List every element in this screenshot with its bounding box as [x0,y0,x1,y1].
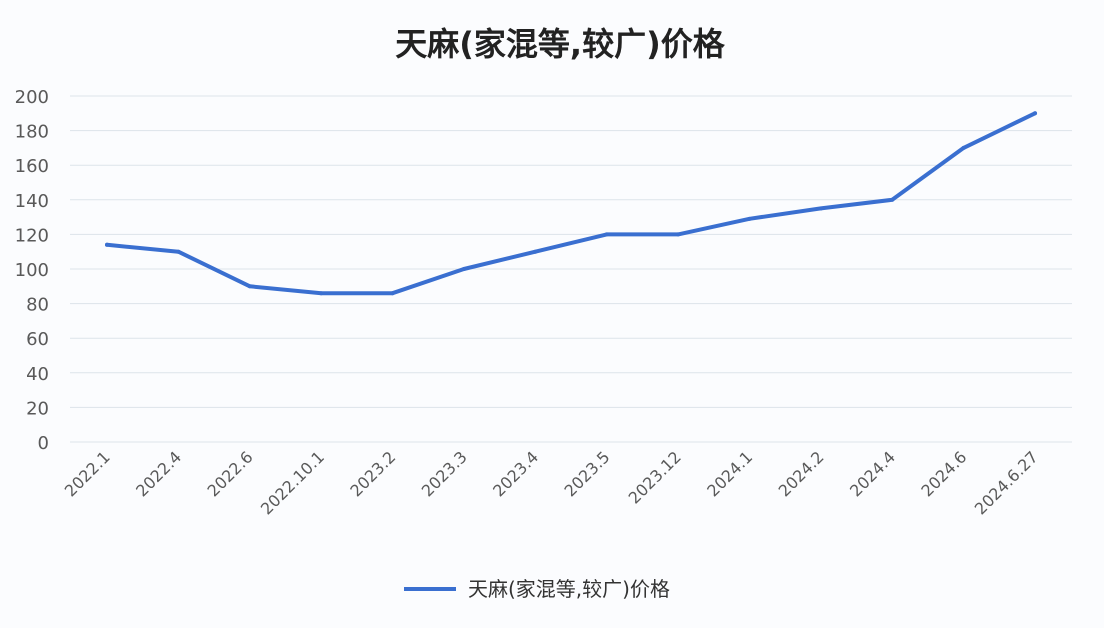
data-point [676,232,681,237]
data-point [319,291,324,296]
data-point [604,232,609,237]
y-tick-label: 0 [38,433,49,454]
x-tick-label: 2024.6 [917,447,970,500]
x-tick-label: 2023.12 [625,447,685,507]
y-tick-label: 40 [26,364,49,385]
grid-lines [70,95,1072,443]
data-point [461,267,466,271]
x-tick-label: 2022.6 [204,447,257,500]
x-tick-label: 2023.4 [489,447,542,500]
chart-title: 天麻(家混等,较广)价格 [395,25,725,63]
legend: 天麻(家混等,较广)价格 [404,577,670,601]
data-point [105,242,109,247]
series-layer [105,111,1037,296]
data-point [176,249,181,254]
data-point [818,206,823,211]
x-axis-tick-labels: 2022.1 2022.4 2022.6 2022.10.1 2023.2 2023.3 2… [61,447,1042,518]
x-tick-label: 2022.1 [61,447,114,500]
data-point [1033,111,1037,116]
x-tick-label: 2024.6.27 [971,447,1042,518]
x-tick-label: 2024.2 [775,447,828,500]
data-point [533,249,538,254]
y-tick-label: 80 [26,295,49,316]
y-tick-label: 180 [15,122,49,143]
y-tick-label: 120 [15,225,49,246]
data-point [390,291,395,296]
legend-label: 天麻(家混等,较广)价格 [468,577,670,601]
y-tick-label: 100 [15,260,49,281]
y-tick-label: 200 [15,87,49,108]
data-point [247,284,252,289]
data-point [890,197,895,202]
data-point [747,216,752,221]
x-tick-label: 2023.3 [418,447,471,500]
x-tick-label: 2023.2 [346,447,399,500]
x-tick-label: 2022.4 [132,447,185,500]
x-tick-label: 2024.4 [846,447,899,500]
y-tick-label: 140 [15,191,49,212]
series-line [105,111,1037,296]
x-tick-label: 2022.10.1 [257,447,328,518]
data-point [961,145,966,150]
y-tick-label: 160 [15,156,49,177]
y-tick-label: 20 [26,398,49,419]
x-tick-label: 2023.5 [560,447,613,500]
x-tick-label: 2024.1 [703,447,756,500]
y-axis-tick-labels: 0 20 40 60 80 100 120 140 160 180 200 [15,87,49,454]
y-tick-label: 60 [26,329,49,350]
